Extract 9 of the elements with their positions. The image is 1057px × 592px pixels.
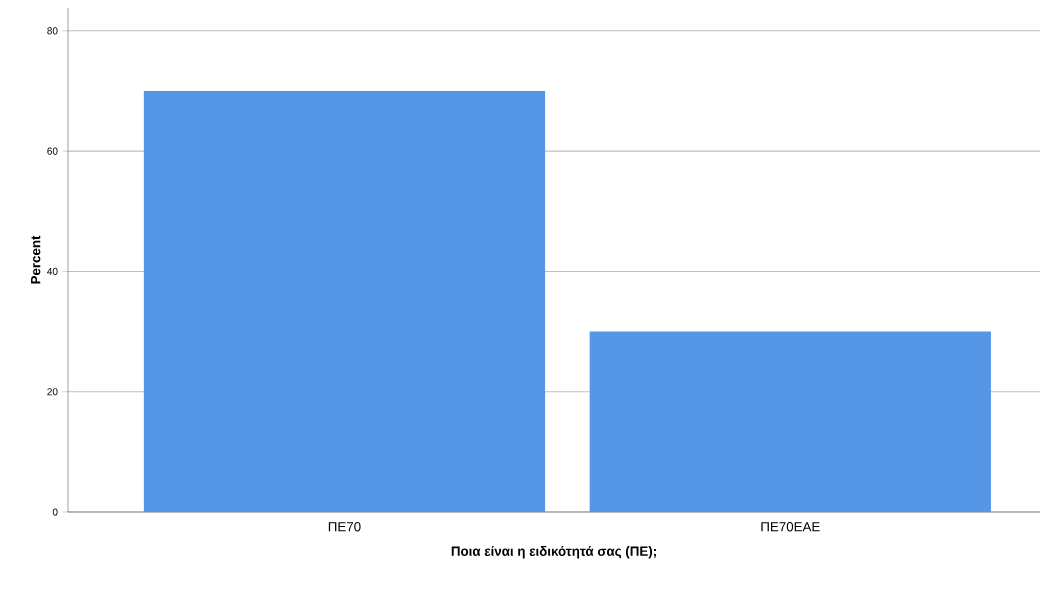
x-axis-title: Ποια είναι η ειδικότητά σας (ΠΕ);: [451, 545, 656, 559]
y-tick-label: 80: [47, 27, 58, 35]
y-tick-label: 20: [47, 388, 58, 396]
y-tick-label: 60: [47, 147, 58, 155]
x-tick-label: ΠΕ70: [328, 522, 361, 532]
y-tick-label: 0: [52, 508, 58, 516]
x-tick-label: ΠΕ70ΕΑΕ: [761, 522, 820, 532]
y-axis-title: Percent: [31, 235, 41, 284]
y-tick-label: 40: [47, 267, 58, 275]
